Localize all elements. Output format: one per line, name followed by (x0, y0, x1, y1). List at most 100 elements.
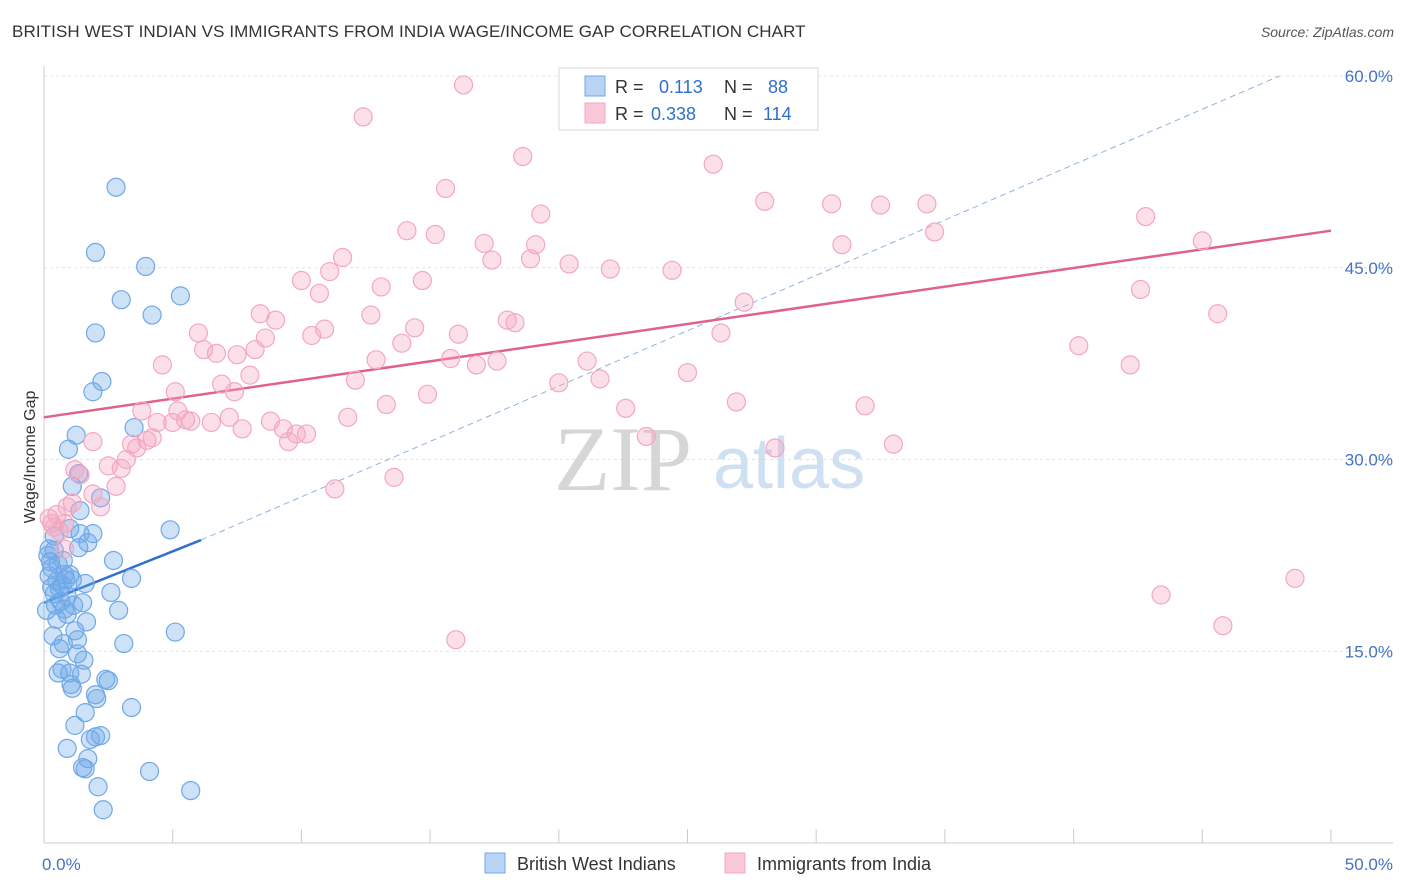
point-british-west-indians (91, 726, 111, 746)
point-british-west-indians (60, 564, 80, 585)
point-immigrants-from-india (54, 539, 75, 559)
series-legend-label-pink: Immigrants from India (757, 854, 932, 874)
point-immigrants-from-india (384, 467, 404, 487)
point-immigrants-from-india (320, 261, 340, 282)
point-immigrants-from-india (201, 412, 221, 433)
point-immigrants-from-india (206, 343, 227, 363)
point-british-west-indians (62, 570, 82, 590)
point-british-west-indians (88, 777, 108, 797)
point-immigrants-from-india (505, 313, 525, 333)
point-british-west-indians (71, 664, 91, 684)
point-immigrants-from-india (325, 479, 345, 499)
series-legend-label-blue: British West Indians (517, 854, 676, 874)
point-immigrants-from-india (309, 283, 330, 303)
point-immigrants-from-india (137, 430, 157, 450)
point-immigrants-from-india (193, 339, 214, 360)
point-immigrants-from-india (181, 411, 201, 431)
point-british-west-indians (165, 622, 185, 642)
point-immigrants-from-india (559, 254, 579, 274)
y-tick-label: 15.0% (1345, 642, 1393, 661)
watermark-zip: ZIP (554, 408, 692, 510)
point-immigrants-from-india (662, 260, 682, 280)
point-immigrants-from-india (832, 235, 852, 255)
point-immigrants-from-india (91, 497, 111, 517)
point-immigrants-from-india (870, 195, 891, 215)
legend-r-value-1: 0.113 (659, 77, 703, 97)
point-british-west-indians (47, 609, 67, 629)
point-immigrants-from-india (513, 146, 533, 167)
point-immigrants-from-india (466, 355, 487, 375)
point-british-west-indians (124, 417, 144, 438)
point-british-west-indians (111, 290, 131, 310)
point-immigrants-from-india (577, 351, 597, 371)
point-immigrants-from-india (600, 259, 620, 279)
point-immigrants-from-india (83, 432, 103, 452)
point-immigrants-from-india (711, 323, 731, 343)
stats-legend: R = 0.113 N = 88 R = 0.338 N = 114 (558, 67, 819, 131)
legend-n-value-1: 88 (768, 77, 788, 97)
point-british-west-indians (65, 715, 85, 735)
point-immigrants-from-india (1192, 231, 1212, 251)
point-british-west-indians (65, 621, 85, 641)
point-british-west-indians (85, 323, 106, 343)
point-immigrants-from-india (703, 154, 723, 174)
point-british-west-indians (62, 678, 82, 698)
point-immigrants-from-india (361, 305, 381, 325)
point-british-west-indians (101, 582, 121, 603)
point-immigrants-from-india (855, 396, 875, 416)
trend-line-blue (43, 538, 202, 604)
point-immigrants-from-india (417, 384, 438, 404)
point-immigrants-from-india (677, 362, 698, 383)
chart-source: Source: ZipAtlas.com (1260, 24, 1394, 40)
point-immigrants-from-india (474, 233, 494, 254)
point-immigrants-from-india (497, 310, 517, 330)
point-british-west-indians (170, 286, 191, 306)
point-immigrants-from-india (376, 394, 396, 415)
point-immigrants-from-india (549, 373, 569, 393)
point-immigrants-from-india (1285, 568, 1305, 588)
axes (43, 66, 1393, 844)
point-immigrants-from-india (448, 324, 469, 344)
point-immigrants-from-india (1130, 279, 1151, 300)
point-immigrants-from-india (1208, 304, 1228, 324)
point-british-west-indians (103, 550, 124, 571)
point-immigrants-from-india (883, 434, 904, 454)
point-immigrants-from-india (291, 270, 311, 291)
legend-swatch-blue (584, 75, 606, 97)
point-british-west-indians (93, 800, 113, 820)
point-british-west-indians (66, 425, 86, 445)
trend-line-blue-extension (200, 75, 1280, 541)
point-british-west-indians (98, 671, 118, 691)
point-immigrants-from-india (435, 178, 456, 199)
point-immigrants-from-india (165, 382, 185, 402)
legend-n-label-1: N = (724, 77, 753, 97)
point-immigrants-from-india (487, 351, 507, 371)
point-immigrants-from-india (278, 432, 299, 452)
point-british-west-indians (57, 604, 77, 624)
point-british-west-indians (70, 501, 90, 521)
point-british-west-indians (78, 532, 98, 553)
legend-swatch-pink (584, 102, 606, 124)
point-immigrants-from-india (1120, 355, 1140, 375)
point-immigrants-from-india (132, 401, 152, 421)
series-legend-swatch-pink (724, 852, 746, 874)
point-british-west-indians (106, 177, 126, 197)
point-immigrants-from-india (917, 194, 937, 214)
point-immigrants-from-india (636, 426, 656, 447)
point-immigrants-from-india (441, 348, 461, 369)
point-immigrants-from-india (127, 438, 147, 458)
point-immigrants-from-india (482, 250, 502, 270)
point-immigrants-from-india (925, 222, 945, 242)
tick-labels: 15.0% 30.0% 45.0% 60.0% 0.0% 50.0% (42, 67, 1393, 874)
point-immigrants-from-india (266, 310, 286, 330)
point-immigrants-from-india (1136, 207, 1156, 227)
point-immigrants-from-india (232, 419, 252, 439)
point-immigrants-from-india (345, 370, 366, 390)
point-british-west-indians (75, 573, 95, 594)
y-tick-label: 45.0% (1345, 259, 1393, 278)
legend-r-value-2: 0.338 (651, 104, 696, 124)
point-immigrants-from-india (70, 465, 90, 485)
point-immigrants-from-india (338, 407, 358, 427)
legend-n-value-2: 114 (763, 104, 792, 124)
